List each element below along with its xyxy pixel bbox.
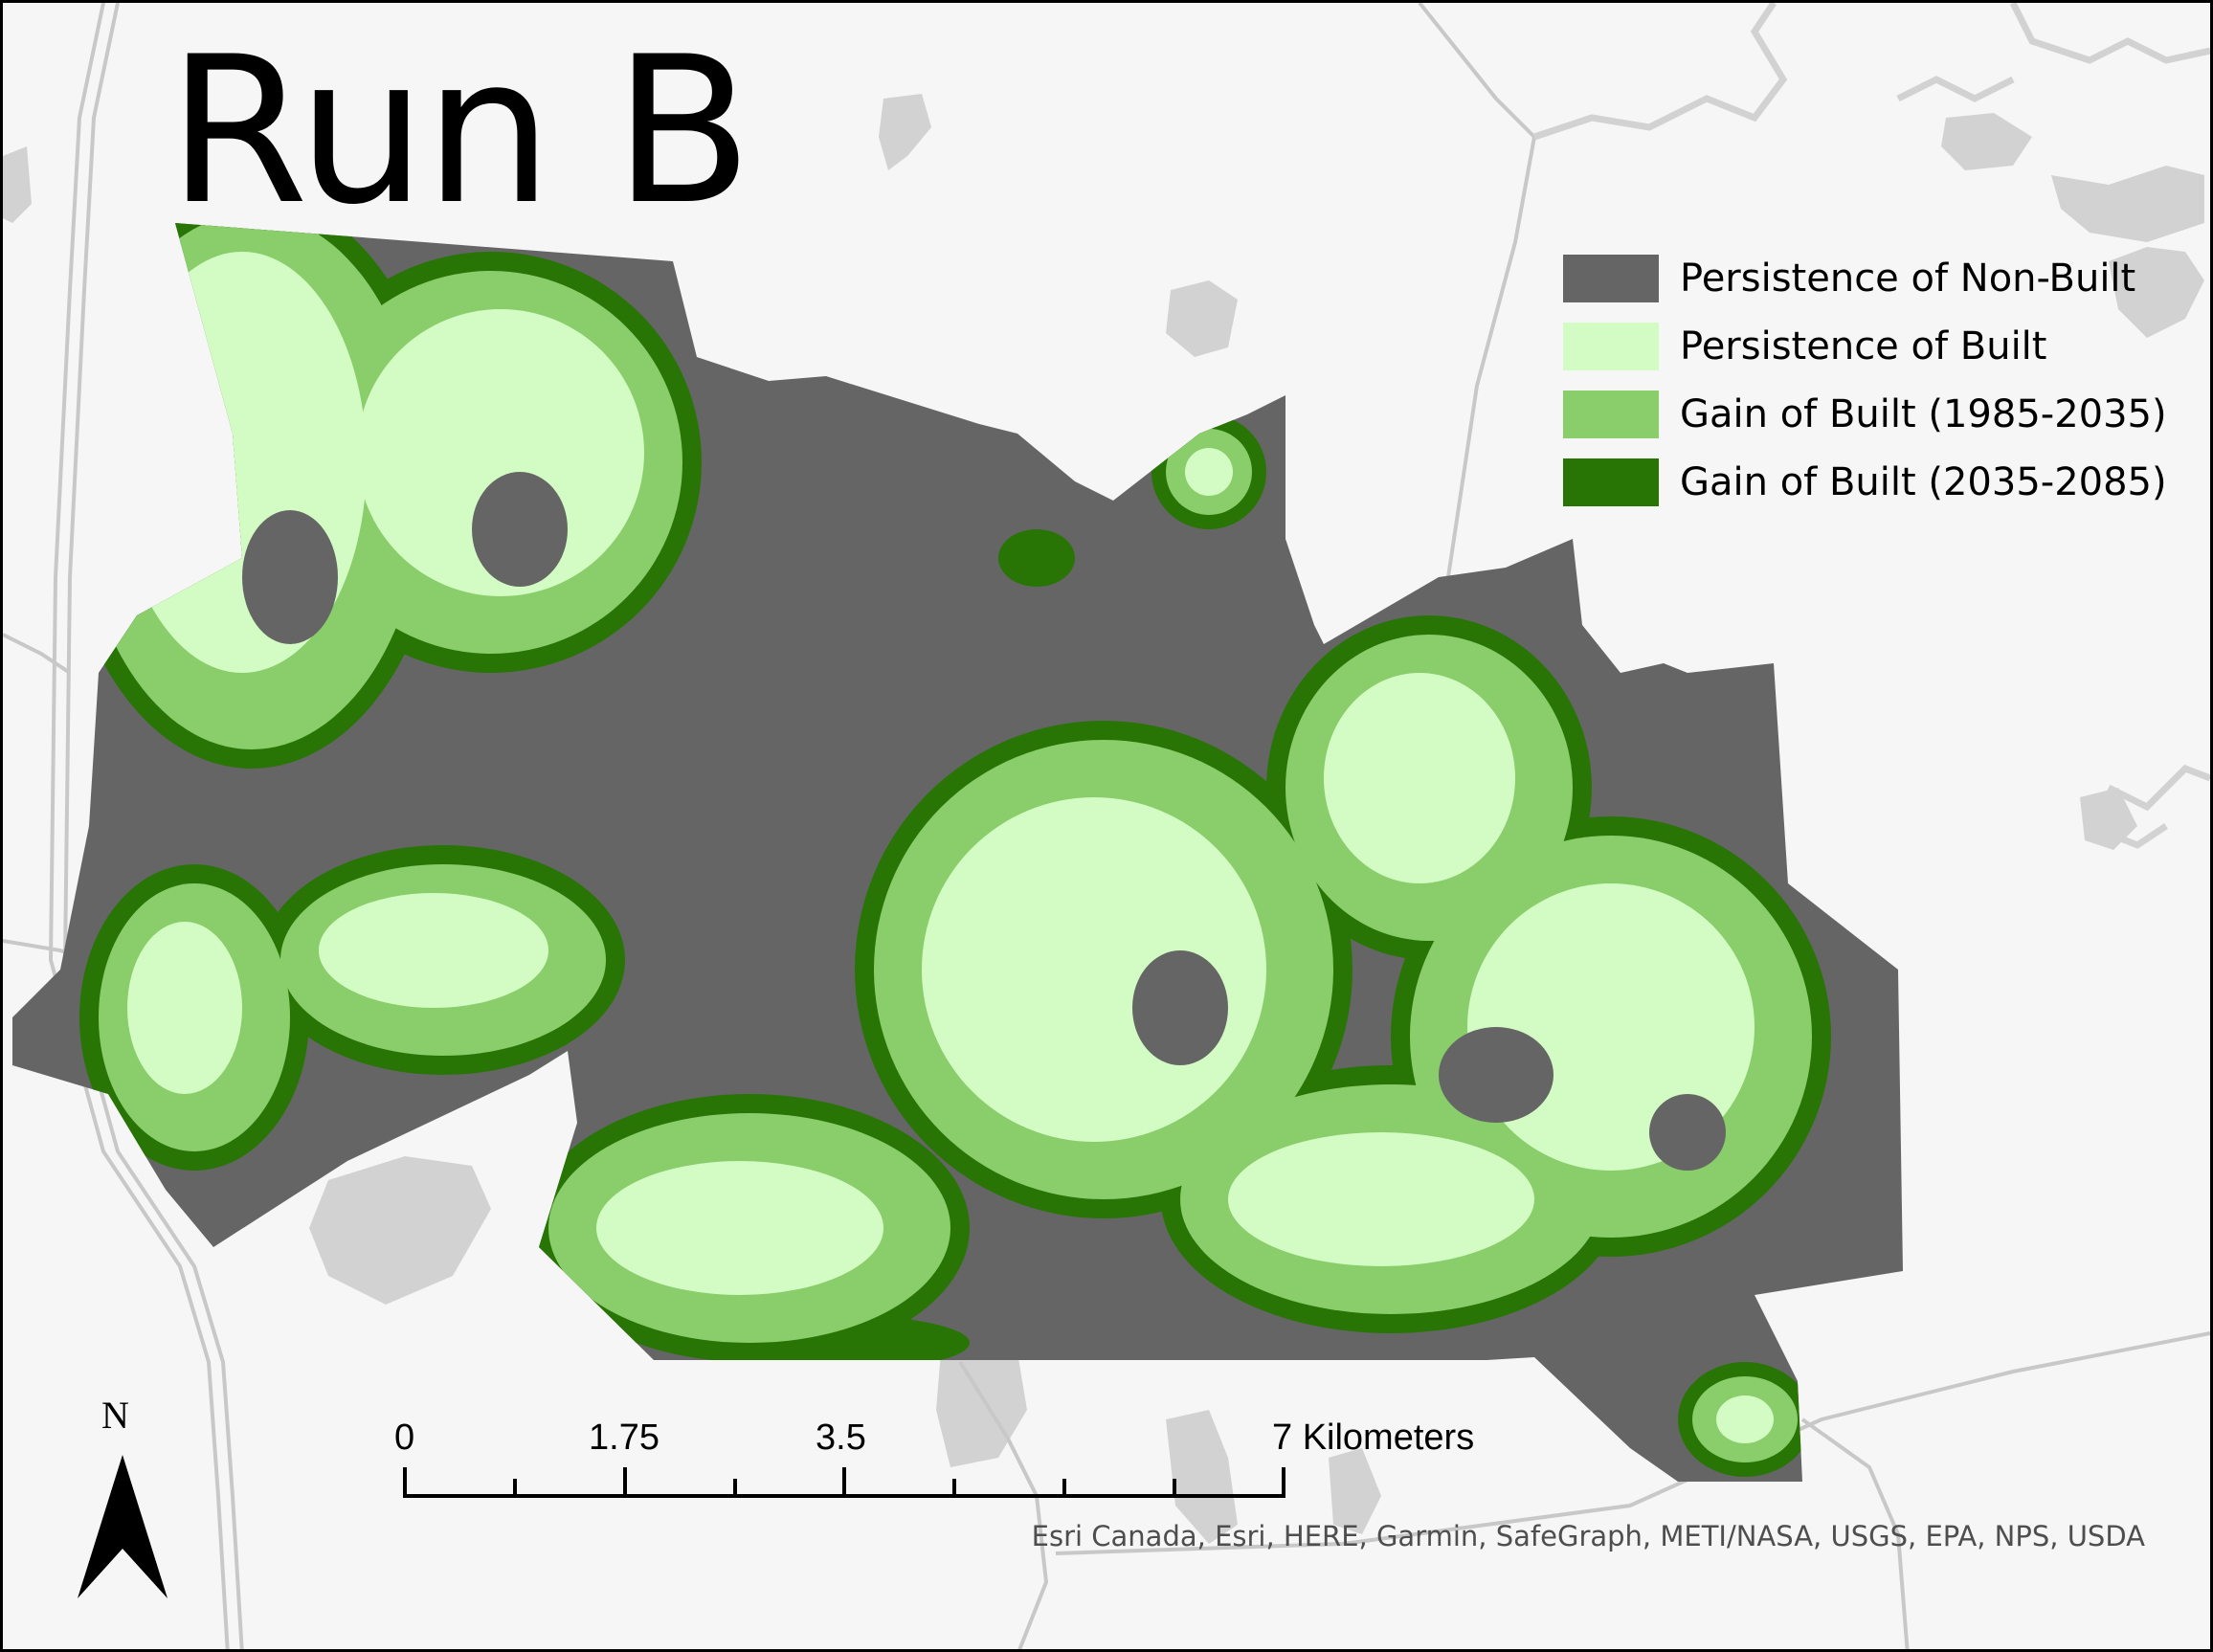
land-cover-raster[interactable]	[3, 3, 2210, 1649]
map-canvas[interactable]	[3, 3, 2210, 1649]
map-title: Run B	[168, 12, 752, 249]
non-built-interior	[242, 472, 1726, 1171]
north-arrow-icon	[78, 1455, 168, 1598]
legend-swatch	[1563, 458, 1659, 506]
north-label: N	[101, 1394, 129, 1437]
legend-label: Persistence of Built	[1680, 324, 2047, 368]
legend-swatch	[1563, 391, 1659, 438]
legend-label: Gain of Built (2035-2085)	[1680, 460, 2167, 504]
scale-label-1-75: 1.75	[589, 1418, 659, 1458]
scale-label-7-kilometers: 7 Kilometers	[1272, 1418, 1475, 1458]
scale-label-3-5: 3.5	[816, 1418, 866, 1458]
legend-swatch	[1563, 323, 1659, 370]
rivers	[1532, 3, 2210, 849]
legend-label: Persistence of Non-Built	[1680, 257, 2136, 301]
legend-swatch	[1563, 255, 1659, 302]
map-attribution: Esri Canada, Esri, HERE, Garmin, SafeGra…	[1031, 1520, 2145, 1552]
legend-label: Gain of Built (1985-2035)	[1680, 392, 2167, 436]
scale-label-0: 0	[394, 1418, 415, 1458]
